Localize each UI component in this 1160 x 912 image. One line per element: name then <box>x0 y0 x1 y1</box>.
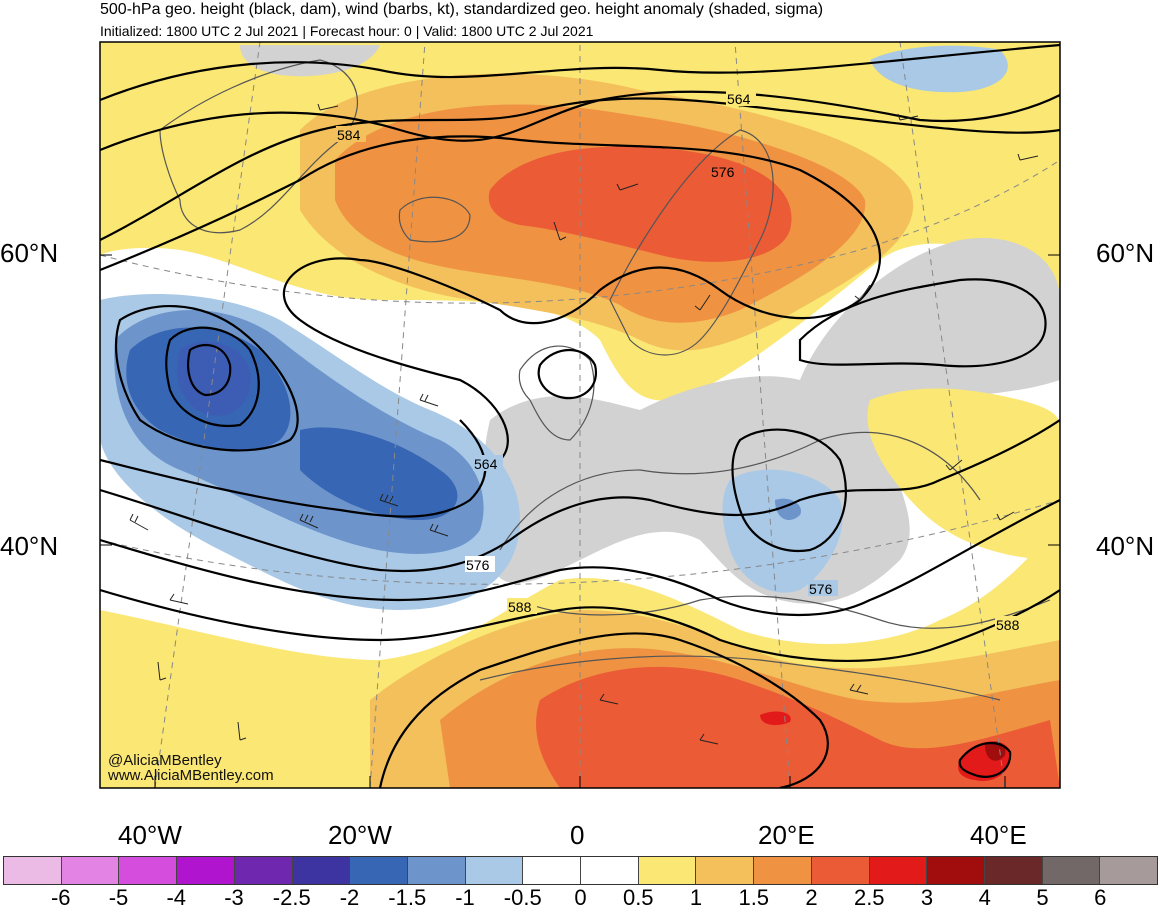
map-subtitle: Initialized: 1800 UTC 2 Jul 2021 | Forec… <box>100 23 594 39</box>
colorbar-swatch <box>811 857 870 884</box>
anomaly-gray-europe <box>482 238 1060 604</box>
contour-label: 588 <box>996 617 1020 633</box>
contour-label: 576 <box>711 164 735 180</box>
colorbar-label: 2.5 <box>853 885 885 910</box>
colorbar-swatch <box>177 857 235 884</box>
colorbar-swatch <box>927 857 985 884</box>
colorbar-label: 1 <box>689 885 703 910</box>
colorbar-label: -5 <box>108 885 129 910</box>
colorbar-label: -4 <box>166 885 187 910</box>
colorbar-swatch <box>984 857 1043 884</box>
colorbar-swatch <box>638 857 697 884</box>
lon-label-20e: 20°E <box>758 820 815 850</box>
colorbar-swatch <box>407 857 466 884</box>
colorbar-swatch <box>1100 857 1158 884</box>
colorbar-swatch <box>1042 857 1101 884</box>
colorbar-label: 5 <box>1036 885 1049 910</box>
contour-label: 564 <box>474 456 498 472</box>
graticule <box>100 42 1060 788</box>
colorbar-label: -3 <box>224 885 244 910</box>
credit-handle: @AliciaMBentley <box>108 752 222 769</box>
colorbar-label: 2 <box>805 885 818 910</box>
colorbar-swatch <box>754 857 812 884</box>
credit-website: www.AliciaMBentley.com <box>108 767 274 784</box>
contour-label: 584 <box>337 127 361 143</box>
colorbar-label: -0.5 <box>503 885 542 910</box>
colorbar-swatch <box>119 857 178 884</box>
colorbar-swatch <box>523 857 582 884</box>
colorbar-label: -2.5 <box>272 885 311 910</box>
colorbar-swatch <box>292 857 351 884</box>
colorbar-swatch <box>581 857 639 884</box>
coastlines <box>159 59 1051 701</box>
contour-label: 576 <box>809 581 833 597</box>
colorbar-label: 3 <box>920 885 934 910</box>
colorbar-label: 0.5 <box>622 885 654 910</box>
colorbar-label: 6 <box>1094 885 1107 910</box>
colorbar-label: 0 <box>574 885 587 910</box>
colorbar-swatch <box>869 857 928 884</box>
colorbar-label: 4 <box>978 885 991 910</box>
colorbar-label: -2 <box>339 885 360 910</box>
contour-label: 576 <box>466 557 490 573</box>
contour-label: 564 <box>727 91 751 107</box>
contour-labels: 584 564 576 564 576 576 588 588 <box>336 90 1025 633</box>
colorbar-label: -1 <box>455 885 475 910</box>
colorbar-swatch <box>61 857 120 884</box>
axis-ticks <box>100 254 1060 788</box>
colorbar-label: 1.5 <box>738 885 770 910</box>
lon-label-40e: 40°E <box>970 820 1027 850</box>
colorbar-label: -1.5 <box>388 885 427 910</box>
lat-label-40n-left: 40°N <box>0 531 59 561</box>
map-title: 500-hPa geo. height (black, dam), wind (… <box>100 1 824 18</box>
contour-label: 588 <box>508 599 532 615</box>
lon-label-40w: 40°W <box>118 820 182 850</box>
anomaly-colorbar <box>3 856 1158 885</box>
lon-label-20w: 20°W <box>328 820 392 850</box>
colorbar-swatch <box>234 857 293 884</box>
colorbar-swatch <box>465 857 524 884</box>
colorbar-swatch <box>696 857 755 884</box>
colorbar-label: -6 <box>50 885 71 910</box>
anomaly-peak-north-africa <box>536 666 1060 788</box>
lat-label-40n-right: 40°N <box>1096 531 1155 561</box>
lat-label-60n-right: 60°N <box>1096 238 1155 268</box>
colorbar-swatch <box>4 857 62 884</box>
height-contours <box>100 43 1060 788</box>
colorbar-swatch <box>350 857 408 884</box>
wind-barbs <box>129 103 1039 745</box>
lon-label-0: 0 <box>570 820 585 850</box>
lat-label-60n-left: 60°N <box>0 238 59 268</box>
